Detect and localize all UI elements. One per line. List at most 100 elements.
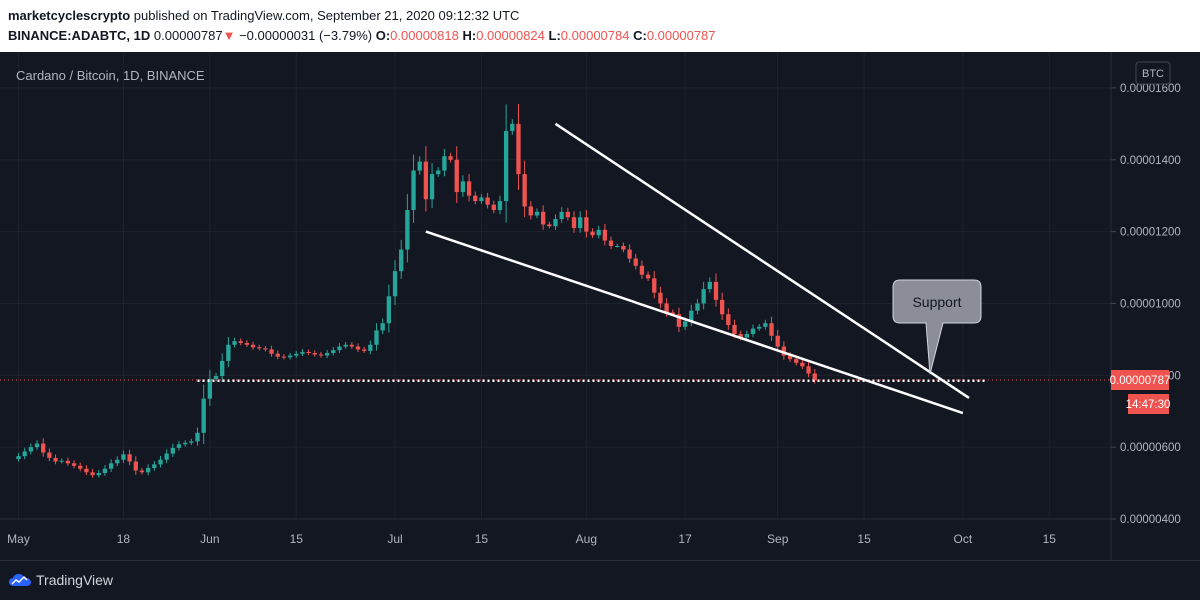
last-price-tag: 0.00000787 bbox=[1110, 370, 1171, 390]
y-tick-label: 0.00001200 bbox=[1120, 227, 1181, 239]
candle-body bbox=[812, 373, 817, 380]
x-tick-label: 15 bbox=[475, 532, 489, 546]
candle-body bbox=[294, 353, 299, 356]
support-callout[interactable]: Support bbox=[892, 279, 982, 375]
candle-body bbox=[102, 468, 108, 474]
candle-body bbox=[213, 376, 219, 379]
candle-body bbox=[201, 398, 206, 433]
candle-body bbox=[787, 355, 793, 360]
candle-body bbox=[485, 197, 490, 205]
y-tick-label: 0.00001000 bbox=[1120, 298, 1181, 310]
candle-body bbox=[127, 454, 132, 462]
candle-body bbox=[615, 245, 620, 247]
candle-body bbox=[34, 443, 40, 448]
candle-body bbox=[794, 359, 799, 363]
candle-body bbox=[750, 328, 756, 334]
candle-body bbox=[287, 355, 293, 358]
price-axis[interactable]: 0.00001600 0.00001400 0.00001200 0.00001000… bbox=[1111, 83, 1181, 526]
candle-body bbox=[392, 271, 398, 297]
candle-body bbox=[176, 444, 182, 448]
y-tick-label: 0.00000600 bbox=[1120, 442, 1181, 454]
candle-body bbox=[571, 217, 577, 229]
candle-body bbox=[676, 314, 682, 327]
candle-body bbox=[448, 156, 453, 160]
price-chart[interactable]: 0.00001600 0.00001400 0.00001200 0.00001000… bbox=[0, 52, 1200, 560]
candle-body bbox=[695, 303, 700, 311]
candle-body bbox=[386, 296, 392, 324]
candle-body bbox=[226, 344, 231, 361]
trendline-lower[interactable] bbox=[425, 230, 964, 415]
low-label: L: bbox=[548, 28, 561, 43]
candle-body bbox=[65, 460, 71, 464]
candle-body bbox=[220, 360, 225, 377]
candle-body bbox=[250, 344, 256, 348]
time-axis[interactable]: May 18 Jun 15 Jul 15 Aug 17 Sep 15 Oct 15 bbox=[7, 532, 1056, 546]
candle-body bbox=[368, 344, 373, 351]
candle-body bbox=[324, 353, 330, 356]
x-tick-label: 15 bbox=[290, 532, 304, 546]
candle-body bbox=[466, 181, 472, 196]
currency-button-label: BTC bbox=[1142, 68, 1164, 80]
candle-body bbox=[682, 321, 688, 327]
candle-body bbox=[312, 353, 317, 355]
candle-body bbox=[257, 347, 262, 349]
candle-body bbox=[528, 206, 533, 216]
candle-body bbox=[719, 299, 725, 315]
candle-body bbox=[78, 465, 83, 469]
chart-area[interactable]: 0.00001600 0.00001400 0.00001200 0.00001000… bbox=[0, 52, 1200, 560]
candle-body bbox=[380, 323, 385, 331]
candle-body bbox=[195, 432, 200, 442]
candle-body bbox=[652, 278, 657, 293]
candle-body bbox=[28, 447, 34, 452]
candle-body bbox=[510, 123, 515, 132]
currency-button[interactable]: BTC bbox=[1135, 61, 1171, 85]
candle-body bbox=[559, 211, 564, 220]
candle-body bbox=[170, 447, 175, 454]
candle-body bbox=[189, 441, 194, 443]
candle-body bbox=[337, 346, 342, 351]
candle-body bbox=[429, 174, 435, 200]
candle-body bbox=[454, 159, 459, 193]
candle-body bbox=[405, 210, 410, 250]
publish-header: marketcyclescrypto published on TradingV… bbox=[0, 0, 1200, 52]
candle-body bbox=[22, 451, 27, 457]
publish-info: marketcyclescrypto published on TradingV… bbox=[8, 6, 1192, 26]
candle-body bbox=[621, 245, 626, 250]
candle-body bbox=[522, 174, 527, 207]
trendline-upper[interactable] bbox=[554, 122, 970, 399]
symbol-label: BINANCE:ADABTC, 1D bbox=[8, 28, 151, 43]
y-tick-label: 0.00001400 bbox=[1120, 155, 1181, 167]
candle-body bbox=[491, 204, 496, 211]
candle-body bbox=[670, 312, 675, 315]
candle-body bbox=[701, 289, 706, 304]
candle-body bbox=[374, 330, 379, 345]
close-label: C: bbox=[633, 28, 647, 43]
x-tick-label: Aug bbox=[576, 532, 597, 546]
candle-body bbox=[516, 123, 521, 175]
candle-body bbox=[71, 463, 77, 466]
last-price-tag-label: 0.00000787 bbox=[1110, 375, 1171, 387]
candles bbox=[16, 104, 817, 478]
x-tick-label: 17 bbox=[678, 532, 692, 546]
tradingview-logo[interactable]: TradingView bbox=[8, 569, 113, 591]
candle-body bbox=[578, 217, 583, 229]
candle-body bbox=[503, 131, 509, 202]
chart-title: Cardano / Bitcoin, 1D, BINANCE bbox=[16, 68, 205, 83]
candle-body bbox=[602, 229, 608, 241]
candle-body bbox=[399, 249, 404, 272]
candle-body bbox=[763, 323, 768, 327]
candle-body bbox=[608, 240, 614, 246]
footer-bar: TradingView bbox=[0, 560, 1200, 600]
tradingview-brand: TradingView bbox=[36, 572, 114, 588]
countdown-tag: 14:47:30 bbox=[1126, 394, 1170, 414]
down-arrow-icon: ▼ bbox=[222, 28, 236, 43]
candle-body bbox=[436, 170, 441, 175]
candle-body bbox=[473, 195, 478, 202]
candle-body bbox=[133, 461, 138, 471]
tradingview-cloud-icon bbox=[9, 574, 31, 586]
publisher-name[interactable]: marketcyclescrypto bbox=[8, 8, 131, 23]
close-value: 0.00000787 bbox=[646, 28, 716, 43]
candle-body bbox=[90, 472, 95, 476]
candle-body bbox=[244, 342, 250, 345]
x-tick-label: Jun bbox=[200, 532, 219, 546]
